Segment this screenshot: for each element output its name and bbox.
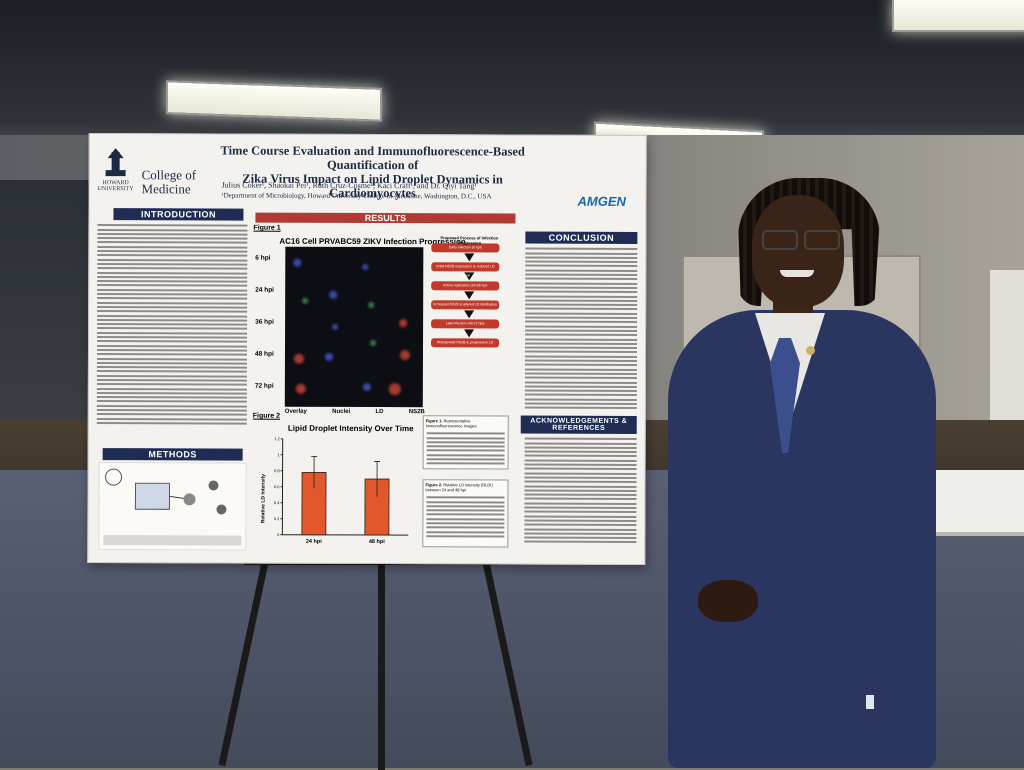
id-badge (866, 695, 874, 709)
x-category-label: 24 hpi (306, 539, 322, 545)
presenter-face (752, 195, 844, 307)
flow-step: Early infection (6 hpi) (431, 243, 499, 252)
microscopy-image-grid (285, 247, 424, 407)
progression-flowchart: Proposed Process of Infection Progressio… (431, 235, 507, 347)
amgen-logo: AMGEN (577, 194, 625, 209)
ceiling-light (892, 0, 1024, 32)
lapel-pin (806, 346, 815, 355)
timepoint-label: 36 hpi (255, 319, 281, 351)
timepoint-label: 48 hpi (255, 351, 281, 383)
flow-step: Late infection (48-72 hpi) (431, 319, 499, 328)
x-category-label: 48 hpi (369, 539, 385, 545)
flow-step: Active replication (24-36 hpi) (431, 281, 499, 290)
flowchart-title: Proposed Process of Infection Progressio… (431, 235, 507, 243)
acknowledgements-text (524, 436, 636, 546)
research-poster: HOWARD UNIVERSITY College of Medicine Ti… (87, 133, 646, 565)
y-tick-label: 0 (277, 532, 280, 537)
y-tick-label: 0.6 (274, 484, 280, 489)
arrow-down-icon (464, 310, 474, 318)
flow-step: Increased NS2B & altered LD distribution (431, 300, 499, 309)
chart-marks: 0 0.2 0.4 0.6 0.8 1 1.2 24 hpi 48 hpi (274, 436, 409, 545)
lipid-droplet-bar-chart: Lipid Droplet Intensity Over Time Relati… (254, 421, 420, 550)
timepoint-label: 24 hpi (255, 287, 281, 319)
figure2-label: Figure 2 (253, 413, 280, 420)
college-name: College of Medicine (142, 168, 212, 196)
arrow-down-icon (464, 291, 474, 299)
channel-labels: Overlay Nuclei LD NS2B (285, 409, 425, 415)
arrow-down-icon (464, 329, 474, 337)
timepoint-labels: 6 hpi 24 hpi 36 hpi 48 hpi 72 hpi (255, 255, 282, 415)
eyeglasses-icon (760, 230, 840, 248)
y-tick-label: 0.4 (274, 500, 280, 505)
chart-ylabel: Relative LD Intensity (260, 474, 266, 523)
channel-label: LD (375, 409, 383, 415)
methods-header: METHODS (103, 448, 243, 460)
introduction-header: INTRODUCTION (113, 208, 243, 220)
door (990, 270, 1024, 420)
poster-title-line: Time Course Evaluation and Immunofluores… (208, 143, 538, 172)
y-tick-label: 0.8 (274, 468, 280, 473)
presenter-smile (780, 270, 814, 277)
methods-diagram (98, 462, 246, 551)
arrow-down-icon (464, 253, 474, 261)
results-header: RESULTS (255, 213, 515, 224)
timepoint-label: 72 hpi (255, 383, 281, 415)
channel-label: Overlay (285, 409, 307, 415)
conclusion-header: CONCLUSION (525, 232, 637, 244)
presenter-hands (698, 580, 758, 622)
figure1-label: Figure 1 (253, 225, 280, 232)
y-tick-label: 0.2 (274, 516, 280, 521)
channel-label: Nuclei (332, 409, 350, 415)
ceiling (0, 0, 1024, 150)
introduction-text (97, 222, 248, 427)
chart-title: Lipid Droplet Intensity Over Time (288, 424, 414, 433)
y-tick-label: 1 (277, 452, 280, 457)
y-tick-label: 1.2 (274, 436, 280, 441)
figure1-caption: Figure 1. Representative immunofluoresce… (423, 415, 509, 469)
poster-affiliation: ¹Department of Microbiology, Howard Univ… (222, 191, 562, 200)
flow-step: Widespread NS2B & progressive LD depleti… (431, 338, 499, 347)
flow-step: Initial NS2B expression & reduced LD sig… (431, 262, 499, 271)
acknowledgements-header: ACKNOWLEDGEMENTS & REFERENCES (521, 416, 637, 434)
poster-authors: Julius Coker¹, Shaokai Pei¹, Ruth Cruz-C… (222, 180, 552, 190)
figure2-caption: Figure 2. Relative LD intensity (RLDI) b… (422, 479, 508, 547)
easel-leg (378, 560, 385, 770)
university-name: HOWARD UNIVERSITY (94, 180, 138, 192)
timepoint-label: 6 hpi (255, 255, 281, 287)
conclusion-text (525, 246, 638, 412)
